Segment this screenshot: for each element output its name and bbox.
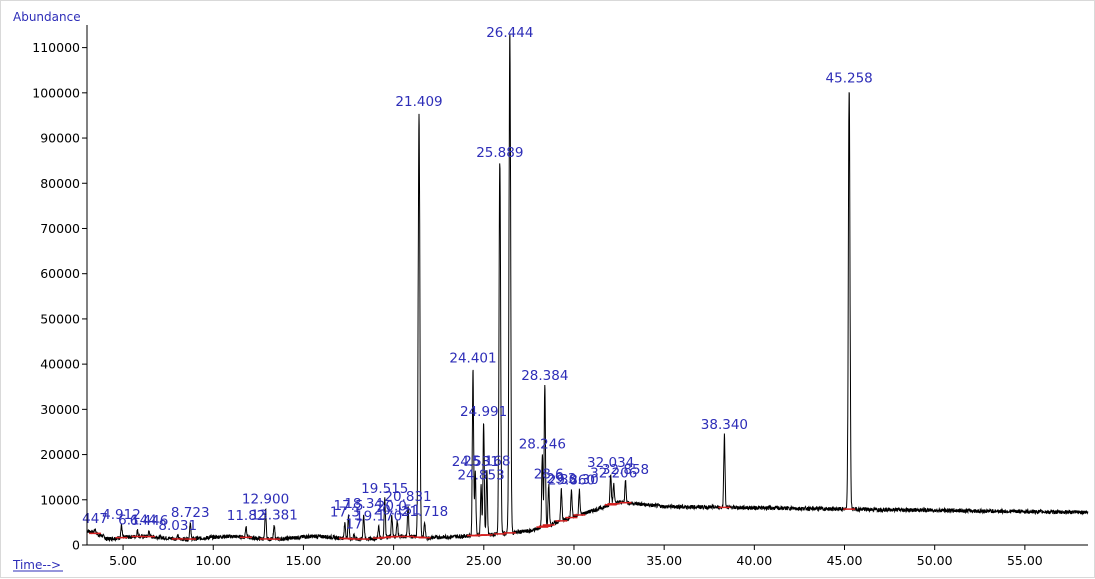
y-tick-labels: 0 10000 20000 30000 40000 50000 60000 70000 8000… [32,40,80,552]
peak-label: 6.144 [118,513,157,529]
peak-label: 25.168 [463,454,510,470]
x-tick-label: 30.00 [556,553,592,568]
y-tick-label: 50000 [40,311,80,326]
y-tick-label: 60000 [40,266,80,281]
y-tick-label: 30000 [40,402,80,417]
peak-label: 19.170 [355,509,402,525]
x-tick-label: 20.00 [376,553,412,568]
peak-label: 20.831 [384,489,431,505]
peak-label: 13.381 [251,508,298,524]
peak-label: 21.409 [395,94,442,110]
peak-label: 32.206 [590,465,637,481]
peak-label: 24.853 [457,467,504,483]
y-tick-label: 0 [72,538,80,553]
integration-markers [89,501,856,540]
plot-area [87,25,1088,545]
peak-label: 26.444 [486,25,533,41]
peak-label: 21.718 [401,504,448,520]
y-tick-label: 20000 [40,447,80,462]
peak-label: 29.860 [548,472,595,488]
peak-label: 17.3 [330,505,360,521]
peak-label: 45.258 [826,71,873,87]
peak-label: 20.151 [374,503,421,519]
chromatogram-trace [86,33,1089,543]
peak-label: 32.034 [587,455,634,471]
peak-label: 8.031 [158,518,197,534]
x-axis-title: Time--> [12,558,61,572]
peak-label: 20.0 [377,499,407,515]
x-tick-label: 15.00 [286,553,322,568]
peak-label: 28.384 [521,368,568,384]
peak-label: 24.991 [460,404,507,420]
x-tick-label: 40.00 [736,553,772,568]
x-tick-labels: 5.00 10.00 15.00 20.00 25.00 30.00 35.00 40.00 4… [109,553,1043,568]
peak-label: 32.858 [602,462,649,478]
peak-label: 29.3 [546,471,576,487]
y-tick-label: 40000 [40,357,80,372]
peak-label: 6.446 [130,513,169,529]
x-tick-label: 35.00 [646,553,682,568]
y-tick-label: 110000 [32,40,80,55]
axis-ticks [82,47,1026,550]
peak-label: 447 [82,511,108,527]
x-tick-label: 5.00 [109,553,137,568]
peak-label: 28.246 [519,437,566,453]
peak-label: 8.723 [171,505,210,521]
peak-label: 12.900 [242,492,289,508]
y-tick-label: 70000 [40,221,80,236]
y-tick-label: 10000 [40,492,80,507]
peak-label: 30.30 [560,472,599,488]
peak-label: 24.531 [452,454,499,470]
peak-label: 4.912 [102,507,141,523]
x-tick-label: 55.00 [1007,553,1043,568]
y-tick-label: 90000 [40,131,80,146]
peak-label: 11.82 [227,508,266,524]
peak-label: 28.6 [534,466,564,482]
peak-label: 25.889 [476,145,523,161]
x-tick-label: 45.00 [827,553,863,568]
peak-label: 19.515 [361,481,408,497]
y-tick-label: 100000 [32,85,80,100]
x-tick-label: 10.00 [195,553,231,568]
x-tick-label: 25.00 [466,553,502,568]
peak-label: 18.34 [344,496,383,512]
peak-label: 24.401 [449,350,496,366]
peak-label: 38.340 [701,417,748,433]
peak-label: 17.5 [333,498,363,514]
peak-label: 17 [345,516,362,532]
y-axis-title: Abundance [13,10,81,24]
y-tick-label: 80000 [40,176,80,191]
x-tick-label: 50.00 [917,553,953,568]
